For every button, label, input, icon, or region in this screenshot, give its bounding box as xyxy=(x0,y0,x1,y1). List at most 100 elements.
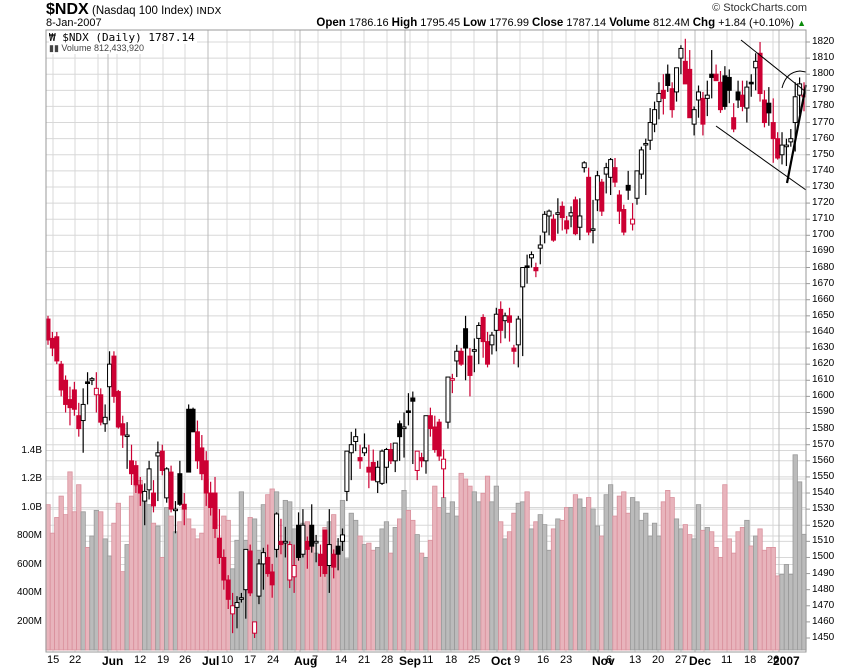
date-tick: 25 xyxy=(468,654,481,666)
date-tick: 27 xyxy=(675,654,688,666)
date-tick: 26 xyxy=(179,654,192,666)
date-tick: 7 xyxy=(312,654,319,666)
price-tick: 1620 xyxy=(812,358,835,370)
date-tick: 22 xyxy=(69,654,82,666)
price-tick: 1560 xyxy=(812,454,835,466)
date-tick: 20 xyxy=(652,654,665,666)
volume-value: 812.4M xyxy=(652,17,690,29)
price-tick: 1710 xyxy=(812,213,835,225)
price-tick: 1760 xyxy=(812,132,835,144)
volume-label: Volume xyxy=(609,17,650,29)
price-tick: 1730 xyxy=(812,180,835,192)
date-tick: 23 xyxy=(560,654,573,666)
date-tick: 11 xyxy=(422,654,434,666)
date-tick: Jul xyxy=(202,654,220,668)
volume-tick: 600M xyxy=(16,558,42,570)
open-label: Open xyxy=(316,17,346,29)
chg-value: +1.84 (+0.10%) xyxy=(718,17,795,29)
close-value: 1787.14 xyxy=(566,17,607,29)
volume-tick: 1.0B xyxy=(21,501,42,513)
price-tick: 1670 xyxy=(812,277,835,289)
price-tick: 1610 xyxy=(812,374,835,386)
date-tick: 18 xyxy=(445,654,458,666)
volume-tick: 800M xyxy=(16,530,42,541)
price-tick: 1480 xyxy=(812,583,835,595)
symbol: $NDX xyxy=(46,1,89,18)
date-tick: Nov xyxy=(592,654,615,668)
price-tick: 1800 xyxy=(812,68,835,80)
bar-chart-icon: ▮▮ xyxy=(49,43,59,53)
date-tick: Jun xyxy=(102,654,124,668)
low-value: 1776.99 xyxy=(489,17,529,29)
date-tick: 13 xyxy=(629,654,642,666)
price-tick: 1750 xyxy=(812,148,835,160)
date-tick: 12 xyxy=(134,654,147,666)
volume-tick: 1.2B xyxy=(21,473,42,484)
date-tick: 16 xyxy=(537,654,550,666)
price-tick: 1500 xyxy=(812,551,835,563)
price-tick: 1630 xyxy=(812,342,835,354)
high-label: High xyxy=(391,17,418,29)
date-tick: 6 xyxy=(606,654,613,666)
date-tick: 9 xyxy=(514,654,521,666)
price-tick: 1520 xyxy=(812,519,835,531)
low-label: Low xyxy=(463,17,487,29)
price-tick: 1650 xyxy=(812,309,835,321)
up-arrow-icon: ▲ xyxy=(797,18,806,28)
date-tick: 19 xyxy=(157,654,170,666)
date-tick: 24 xyxy=(267,654,280,666)
price-tick: 1740 xyxy=(812,164,835,176)
chg-label: Chg xyxy=(692,17,716,29)
date-tick: 26 xyxy=(767,654,780,666)
price-tick: 1530 xyxy=(812,503,835,515)
price-tick: 1590 xyxy=(812,406,835,418)
volume-tick: 400M xyxy=(16,587,42,598)
price-tick: 1770 xyxy=(812,116,835,128)
price-tick: 1460 xyxy=(812,615,835,627)
date-tick: Dec xyxy=(689,654,712,668)
date-tick: 17 xyxy=(244,654,257,666)
price-tick: 1780 xyxy=(812,100,835,112)
date-tick: 14 xyxy=(335,654,348,666)
price-tick: 1680 xyxy=(812,261,835,273)
price-tick: 1720 xyxy=(812,197,835,209)
date-tick: 28 xyxy=(381,654,394,666)
price-tick: 1820 xyxy=(812,36,835,47)
price-tick: 1450 xyxy=(812,632,835,643)
date-tick: Aug xyxy=(294,654,318,668)
price-tick: 1690 xyxy=(812,245,835,257)
candlestick-icon: ₩ xyxy=(49,31,56,44)
price-tick: 1790 xyxy=(812,84,835,96)
price-tick: 1600 xyxy=(812,390,835,402)
price-tick: 1640 xyxy=(812,325,835,337)
volume-tick: 1.4B xyxy=(21,444,42,456)
index-name: (Nasdaq 100 Index) xyxy=(92,5,194,17)
volume-tick: 200M xyxy=(16,615,42,627)
date-tick: 2007 xyxy=(773,654,800,668)
date-tick: 18 xyxy=(744,654,757,666)
date-tick: 10 xyxy=(221,654,234,666)
volume-legend: ▮▮ Volume 812,433,920 xyxy=(49,43,146,54)
price-tick: 1700 xyxy=(812,229,835,241)
date-tick: Sep xyxy=(399,654,422,668)
price-tick: 1540 xyxy=(812,487,835,499)
price-tick: 1660 xyxy=(812,293,835,305)
price-tick: 1570 xyxy=(812,438,835,450)
price-tick: 1580 xyxy=(812,422,835,434)
close-label: Close xyxy=(532,17,564,29)
exchange: INDX xyxy=(196,6,222,17)
price-tick: 1550 xyxy=(812,470,835,482)
price-tick: 1490 xyxy=(812,567,835,579)
chart-title: $NDX (Nasdaq 100 Index) INDX xyxy=(46,1,221,19)
price-tick: 1510 xyxy=(812,535,835,547)
price-tick: 1810 xyxy=(812,52,835,64)
date-tick: 15 xyxy=(47,654,60,666)
date-tick: Oct xyxy=(491,654,512,668)
ohlc-summary: Open 1786.16 High 1795.45 Low 1776.99 Cl… xyxy=(316,17,806,29)
date-tick: 21 xyxy=(358,654,371,666)
price-legend: ₩ $NDX (Daily) 1787.14 xyxy=(49,31,197,44)
price-tick: 1470 xyxy=(812,599,835,611)
open-value: 1786.16 xyxy=(348,17,389,29)
copyright[interactable]: © StockCharts.com xyxy=(712,2,807,14)
